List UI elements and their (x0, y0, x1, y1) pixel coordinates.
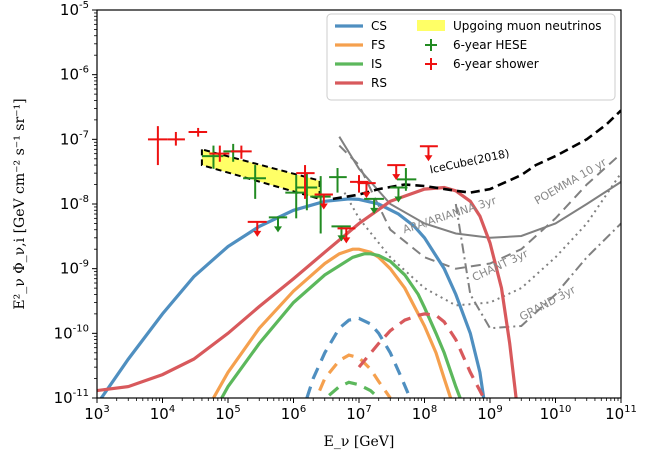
shower-point (188, 127, 208, 137)
sensitivity-curve (343, 172, 621, 307)
y-axis-label: E²_ν Φ_ν,i [GeV cm⁻² s⁻¹ sr⁻¹] (12, 98, 28, 309)
series-line (97, 185, 518, 398)
axes-layer: 103 104 105 106 107 108 109 1010 1011 10-11 10-10 1… (12, 0, 637, 450)
series-line (357, 312, 486, 398)
series-line (220, 252, 462, 398)
x-axis-label: E_ν [GeV] (324, 434, 395, 450)
series-line (99, 197, 486, 398)
hese-ul-arrowhead (394, 196, 403, 203)
hese-upper-limit (268, 216, 288, 233)
x-tick-label: 1011 (605, 404, 637, 423)
hese-ul-arrowhead (337, 235, 346, 242)
y-tick-label: 10-9 (60, 259, 89, 278)
y-tick-label: 10-10 (54, 323, 89, 342)
shower-point (167, 131, 185, 146)
shower-point (147, 126, 168, 166)
shower-ul-arrowhead (362, 192, 371, 199)
series-line (318, 353, 392, 398)
hese-point (285, 175, 307, 219)
x-tick-label: 105 (215, 404, 240, 423)
hese-point (296, 173, 318, 211)
shower-upper-limit (337, 227, 356, 244)
shower-ul-arrowhead (253, 230, 262, 237)
legend-swatch (417, 20, 445, 31)
legend-label: 6-year HESE (453, 38, 527, 52)
hese-point (329, 168, 347, 193)
legend-label: RS (371, 76, 387, 90)
x-tick-label: 109 (477, 404, 502, 423)
y-tick-label: 10-7 (60, 129, 89, 148)
shower-ul-arrowhead (319, 203, 328, 210)
legend-label: Upgoing muon neutrinos (453, 19, 602, 33)
curve-annotation: GRAND 3yr (517, 283, 578, 324)
shower-upper-limit (419, 145, 438, 162)
y-tick-label: 10-8 (60, 194, 89, 213)
legend-label: CS (371, 19, 387, 33)
shower-upper-limit (314, 193, 333, 210)
curve-annotation: POEMMA 10 yr (532, 155, 609, 207)
x-tick-label: 103 (84, 404, 109, 423)
upgoing-band (200, 148, 321, 201)
shower-ul-arrowhead (342, 237, 351, 244)
sensitivity-curve (454, 203, 621, 330)
y-tick-label: 10-6 (60, 65, 89, 84)
sensitivity-curve (338, 144, 621, 270)
legend-box (326, 13, 616, 101)
hese-upper-limit (390, 186, 408, 203)
legend-label: IS (371, 57, 382, 71)
legend-label: FS (371, 38, 385, 52)
y-tick-label: 10-11 (54, 388, 89, 407)
shower-ul-arrowhead (424, 155, 433, 162)
x-tick-label: 1010 (540, 404, 572, 423)
shower-point (296, 165, 315, 199)
shower-point (209, 145, 230, 162)
shower-upper-limit (247, 220, 267, 237)
sensitivity-curve (338, 136, 621, 239)
x-tick-label: 107 (346, 404, 371, 423)
x-tick-label: 108 (412, 404, 437, 423)
legend-label: 6-year shower (453, 57, 539, 71)
x-tick-label: 106 (281, 404, 306, 423)
shower-upper-limit (387, 164, 406, 181)
hese-ul-arrowhead (274, 226, 283, 233)
shower-point (230, 145, 252, 159)
hese-ul-arrowhead (370, 207, 379, 214)
legend: CS FS IS RS Upgoing muon neutrinos 6-year HES… (326, 13, 616, 101)
curve-annotation: IceCube(2018) (429, 147, 511, 177)
x-tick-label: 104 (150, 404, 175, 423)
shower-upper-limit (357, 182, 376, 199)
series-line (328, 380, 380, 398)
series-line (305, 316, 412, 398)
hese-point (243, 165, 266, 199)
y-tick-label: 10-5 (60, 0, 89, 19)
shower-ul-arrowhead (392, 174, 401, 181)
hese-upper-limit (364, 197, 384, 214)
